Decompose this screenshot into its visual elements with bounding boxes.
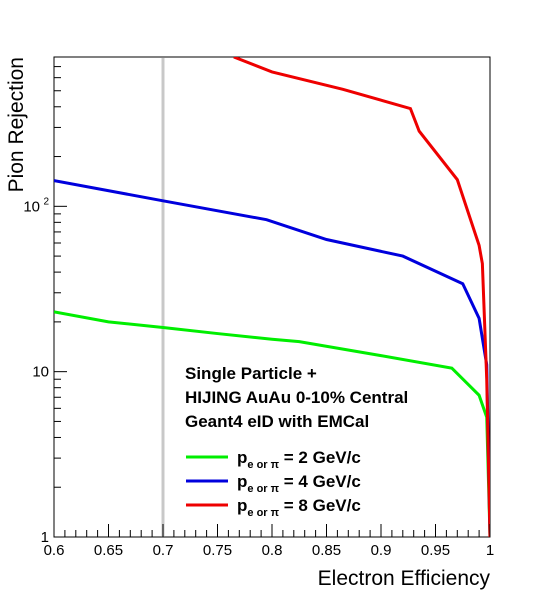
x-tick-label: 0.7 bbox=[153, 542, 174, 559]
y-tick-label: 1 bbox=[41, 529, 49, 546]
legend-label: pe or π = 2 GeV/c bbox=[237, 448, 361, 471]
legend-label: pe or π = 4 GeV/c bbox=[237, 472, 361, 495]
annotation-line: Single Particle + bbox=[185, 364, 317, 383]
legend: pe or π = 2 GeV/cpe or π = 4 GeV/cpe or … bbox=[186, 448, 361, 519]
x-tick-label: 0.8 bbox=[262, 542, 283, 559]
x-tick-label: 0.65 bbox=[94, 542, 123, 559]
series-line-3 bbox=[233, 57, 490, 537]
legend-label: pe or π = 8 GeV/c bbox=[237, 496, 361, 519]
x-axis-title: Electron Efficiency bbox=[318, 567, 491, 590]
y-axis-title: Pion Rejection bbox=[5, 57, 28, 192]
y-tick-label: 10 bbox=[23, 198, 40, 215]
annotation-line: Geant4 eID with EMCal bbox=[185, 412, 369, 431]
series-line-1 bbox=[54, 310, 490, 537]
annotation-line: HIJING AuAu 0-10% Central bbox=[185, 388, 408, 407]
x-tick-label: 0.75 bbox=[203, 542, 232, 559]
series-layer bbox=[54, 57, 490, 537]
x-tick-label: 0.6 bbox=[44, 542, 65, 559]
x-tick-label: 0.9 bbox=[371, 542, 392, 559]
y-tick-label: 10 bbox=[32, 364, 49, 381]
x-tick-label: 1 bbox=[486, 542, 494, 559]
x-tick-label: 0.85 bbox=[312, 542, 341, 559]
y-tick-exponent: 2 bbox=[43, 196, 49, 207]
annotation: Single Particle + HIJING AuAu 0-10% Centr… bbox=[185, 364, 408, 431]
x-tick-label: 0.95 bbox=[421, 542, 450, 559]
